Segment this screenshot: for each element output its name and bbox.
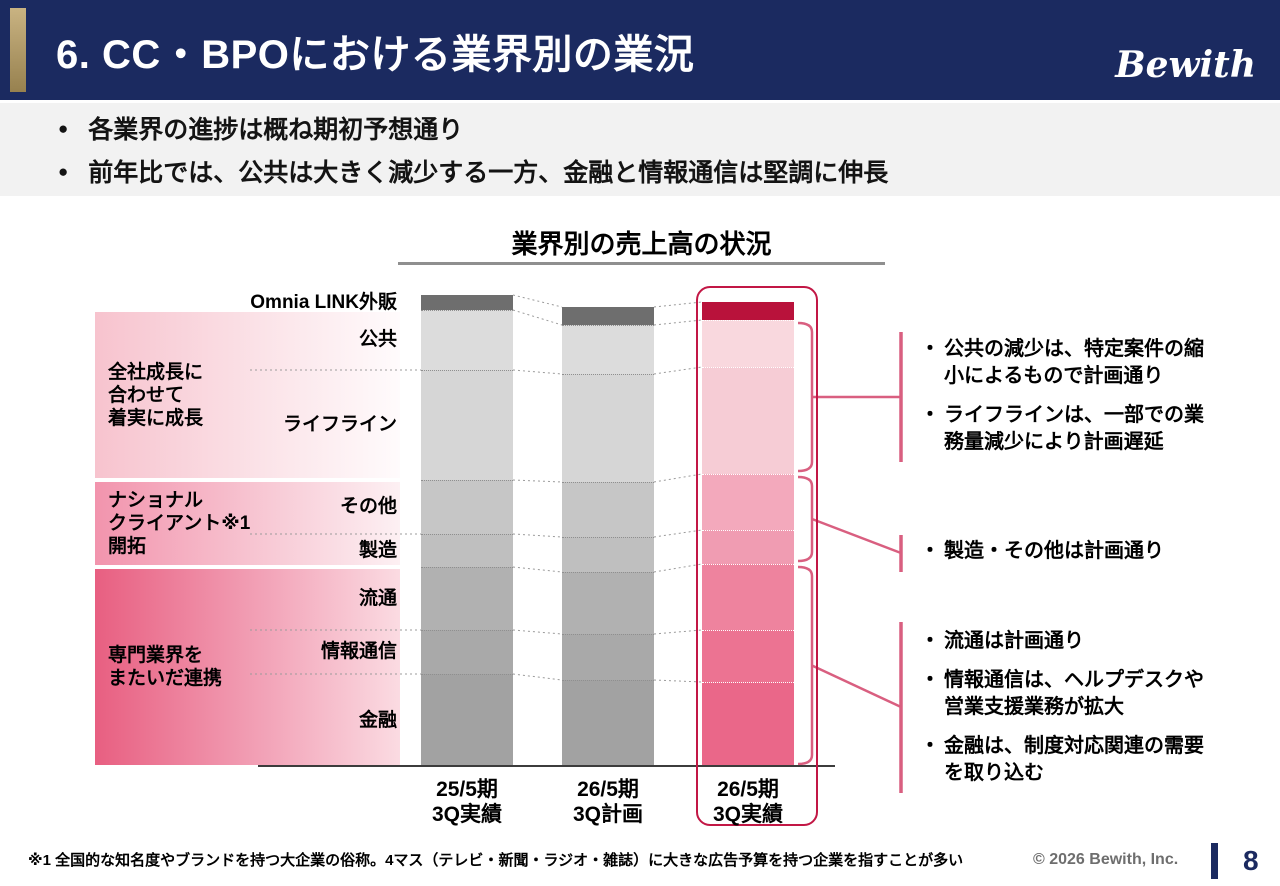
axis-label-line: 26/5期 bbox=[577, 778, 639, 801]
annotation-text: 流通は計画通り bbox=[944, 630, 1084, 652]
category-label: 製造 bbox=[358, 539, 397, 561]
annotation-item: ・流通は計画通り bbox=[920, 628, 1236, 655]
bar-segment bbox=[562, 307, 654, 325]
bar-segment bbox=[562, 537, 654, 572]
annotation-group: ・公共の減少は、特定案件の縮小によるもので計画通り・ライフラインは、一部での業務… bbox=[920, 336, 1236, 456]
bullet-dot-icon: ・ bbox=[920, 669, 940, 691]
highlight-frame bbox=[696, 286, 818, 826]
group-label-line: 専門業界を bbox=[108, 645, 204, 666]
annotation-group: ・製造・その他は計画通り bbox=[920, 538, 1236, 565]
bar-segment bbox=[702, 564, 794, 630]
annotation-item: ・情報通信は、ヘルプデスクや営業支援業務が拡大 bbox=[920, 667, 1236, 721]
group-label-line: ナショナル bbox=[108, 490, 204, 511]
bullet-dot-icon: ・ bbox=[920, 540, 940, 562]
annotation-text: 情報通信は、ヘルプデスクや営業支援業務が拡大 bbox=[944, 669, 1204, 718]
annotation-item: ・製造・その他は計画通り bbox=[920, 538, 1236, 565]
stacked-bar bbox=[702, 302, 794, 767]
bar-segment bbox=[421, 567, 513, 630]
bar-segment bbox=[421, 674, 513, 767]
page-title: 6. CC・BPOにおける業界別の業況 bbox=[56, 33, 695, 77]
category-label: その他 bbox=[339, 496, 397, 517]
annotation-text: 製造・その他は計画通り bbox=[944, 540, 1164, 562]
category-label: 金融 bbox=[358, 709, 397, 731]
summary-text-2: 前年比では、公共は大きく減少する一方、金融と情報通信は堅調に伸長 bbox=[88, 159, 889, 187]
group-label-line: クライアント※1 bbox=[108, 513, 251, 534]
chart-title: 業界別の売上高の状況 bbox=[511, 229, 772, 259]
bar-segment bbox=[421, 534, 513, 567]
summary-bullet-1: ● 各業界の進捗は概ね期初予想通り bbox=[58, 110, 1280, 146]
bar-segment bbox=[421, 295, 513, 310]
chart-title-underline bbox=[398, 262, 885, 265]
bar-segment bbox=[562, 634, 654, 680]
category-label: 情報通信 bbox=[320, 641, 397, 662]
summary-bullet-2: ● 前年比では、公共は大きく減少する一方、金融と情報通信は堅調に伸長 bbox=[58, 153, 1280, 189]
header: 6. CC・BPOにおける業界別の業況 Bewith bbox=[0, 0, 1280, 100]
category-label: 公共 bbox=[358, 329, 397, 350]
bar-segment bbox=[702, 302, 794, 320]
axis-label-line: 3Q計画 bbox=[572, 803, 643, 826]
bar-segment bbox=[562, 680, 654, 767]
page-number: 8 bbox=[1243, 845, 1259, 876]
group-label-line: 合わせて bbox=[108, 384, 185, 406]
category-label: Omnia LINK外販 bbox=[250, 291, 397, 313]
bar-segment bbox=[421, 480, 513, 534]
bar-segment bbox=[702, 530, 794, 564]
summary-band: ● 各業界の進捗は概ね期初予想通り ● 前年比では、公共は大きく減少する一方、金… bbox=[0, 103, 1280, 196]
annotation-text: 金融は、制度対応関連の需要を取り込む bbox=[944, 735, 1204, 784]
bar-axis-label: 25/5期 3Q実績 bbox=[397, 777, 537, 827]
annotation-item: ・金融は、制度対応関連の需要を取り込む bbox=[920, 733, 1236, 787]
bar-segment bbox=[562, 374, 654, 482]
bar-segment bbox=[702, 630, 794, 682]
annotation-text: 公共の減少は、特定案件の縮小によるもので計画通り bbox=[944, 338, 1204, 387]
bullet-dot-icon: ・ bbox=[920, 735, 940, 757]
bar-segment bbox=[702, 682, 794, 767]
footnote: ※1 全国的な知名度やブランドを持つ大企業の俗称。4マス（テレビ・新聞・ラジオ・… bbox=[28, 852, 964, 869]
bar-segment bbox=[562, 482, 654, 537]
bar-segment bbox=[421, 630, 513, 674]
annotation-item: ・ライフラインは、一部での業務量減少により計画遅延 bbox=[920, 402, 1236, 456]
gold-accent-bar bbox=[10, 8, 26, 92]
group-label-box: ナショナル クライアント※1 開拓 bbox=[95, 482, 400, 565]
x-axis-line bbox=[258, 765, 835, 767]
footer-accent-bar bbox=[1211, 843, 1218, 879]
bar-segment bbox=[421, 370, 513, 480]
group-label-box: 全社成長に 合わせて 着実に成長 bbox=[95, 312, 400, 478]
group-label-line: 全社成長に bbox=[108, 361, 204, 383]
bar-segment bbox=[702, 367, 794, 474]
stacked-bar bbox=[562, 307, 654, 767]
category-label: 流通 bbox=[358, 587, 397, 609]
bar-segment bbox=[421, 310, 513, 370]
bullet-icon: ● bbox=[58, 118, 69, 138]
annotation-text: ライフラインは、一部での業務量減少により計画遅延 bbox=[944, 404, 1204, 453]
bullet-dot-icon: ・ bbox=[920, 630, 940, 652]
axis-label-line: 25/5期 bbox=[436, 778, 498, 801]
copyright: © 2026 Bewith, Inc. bbox=[1033, 851, 1179, 868]
bar-axis-label: 26/5期 3Q計画 bbox=[538, 777, 678, 827]
group-label-line: 開拓 bbox=[108, 536, 147, 557]
group-label-line: 着実に成長 bbox=[108, 407, 204, 429]
annotation-item: ・公共の減少は、特定案件の縮小によるもので計画通り bbox=[920, 336, 1236, 390]
bar-segment bbox=[562, 572, 654, 634]
annotation-group: ・流通は計画通り・情報通信は、ヘルプデスクや営業支援業務が拡大・金融は、制度対応… bbox=[920, 628, 1236, 787]
axis-label-line: 26/5期 bbox=[717, 778, 779, 801]
bullet-icon: ● bbox=[58, 161, 69, 181]
bar-segment bbox=[702, 320, 794, 367]
bar-segment bbox=[562, 325, 654, 374]
category-label: ライフライン bbox=[282, 414, 397, 435]
bar-axis-label: 26/5期 3Q実績 bbox=[678, 777, 818, 827]
stacked-bar bbox=[421, 295, 513, 767]
group-label-line: またいだ連携 bbox=[108, 668, 223, 689]
bewith-logo: Bewith bbox=[1115, 44, 1256, 86]
bar-segment bbox=[702, 474, 794, 530]
group-label-box: 専門業界を またいだ連携 bbox=[95, 569, 400, 765]
bullet-dot-icon: ・ bbox=[920, 338, 940, 360]
axis-label-line: 3Q実績 bbox=[431, 803, 502, 826]
axis-label-line: 3Q実績 bbox=[712, 803, 783, 826]
bullet-dot-icon: ・ bbox=[920, 404, 940, 426]
summary-text-1: 各業界の進捗は概ね期初予想通り bbox=[88, 116, 464, 144]
